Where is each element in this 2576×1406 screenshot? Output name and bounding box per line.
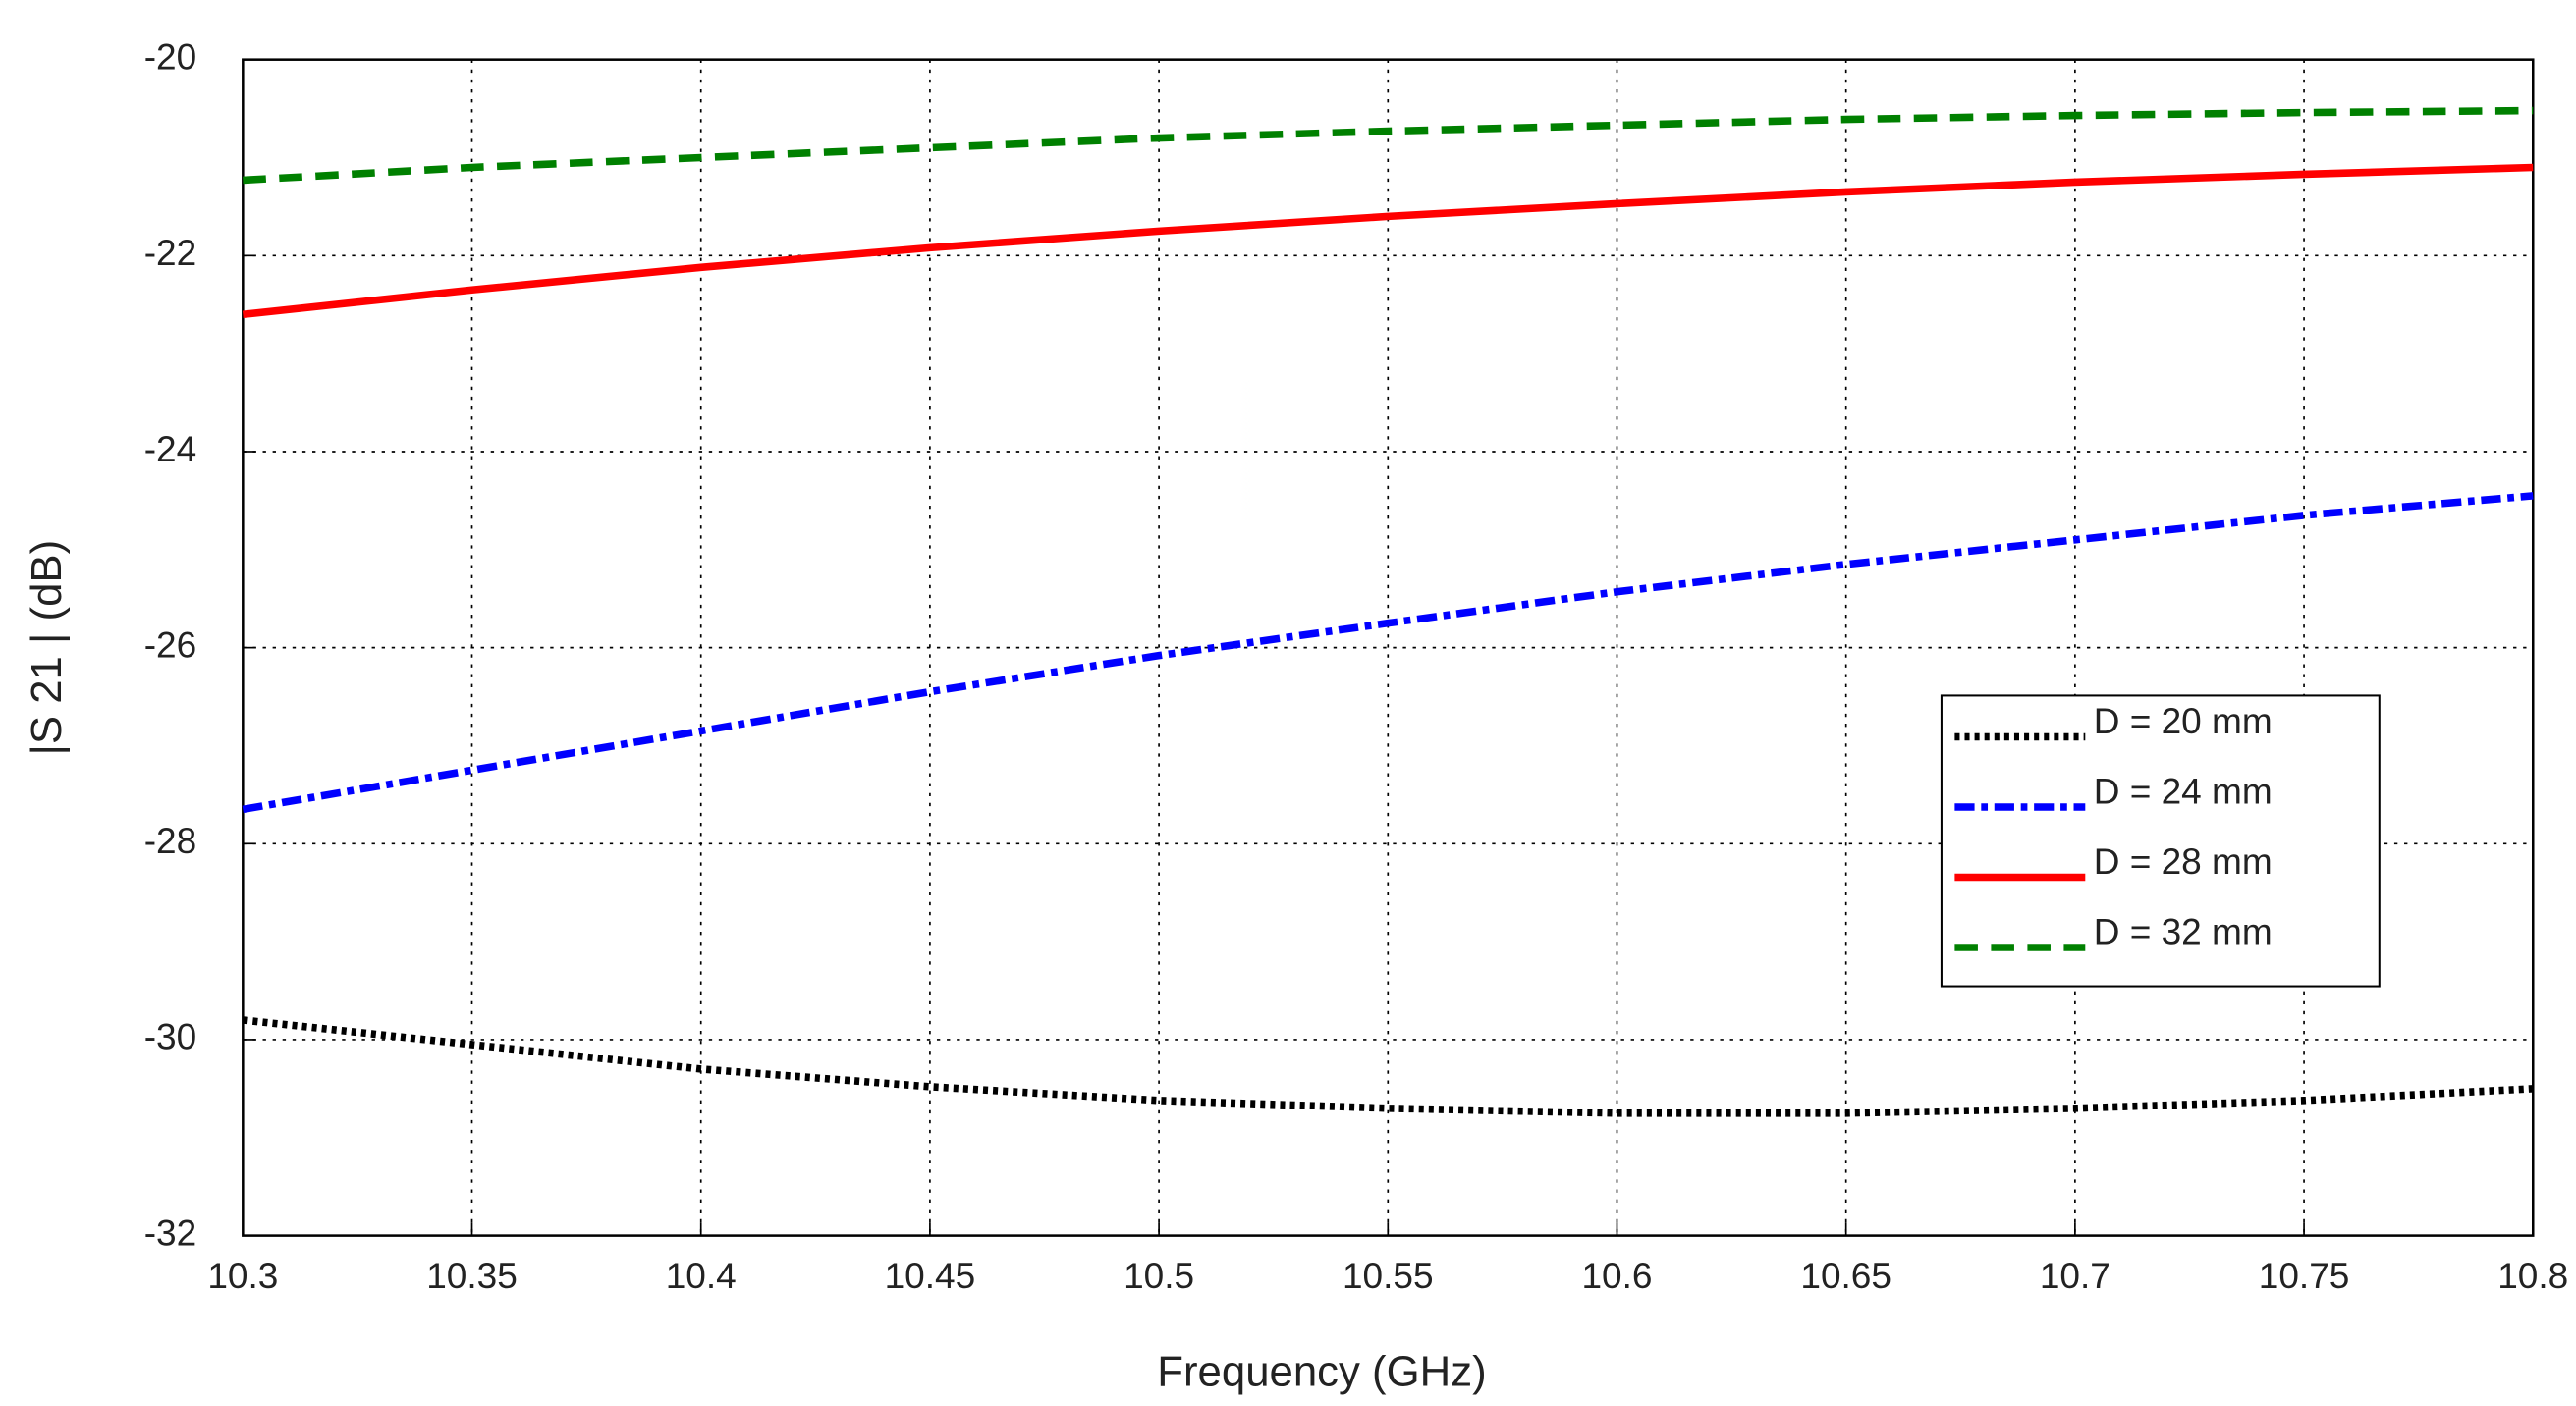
x-tick-label: 10.7	[2040, 1255, 2110, 1296]
legend-label: D = 24 mm	[2094, 770, 2273, 811]
x-tick-label: 10.4	[666, 1255, 737, 1296]
y-tick-label: -22	[144, 232, 196, 273]
y-tick-label: -32	[144, 1212, 196, 1253]
y-tick-label: -24	[144, 428, 196, 469]
x-tick-label: 10.6	[1581, 1255, 1652, 1296]
legend-box	[1940, 694, 2381, 988]
y-tick-label: -30	[144, 1016, 196, 1057]
x-tick-label: 10.65	[1800, 1255, 1891, 1296]
legend-label: D = 32 mm	[2094, 910, 2273, 951]
y-tick-label: -20	[144, 35, 196, 77]
y-axis-label: |S 21 | (dB)	[23, 540, 71, 756]
legend-label: D = 20 mm	[2094, 700, 2273, 741]
x-tick-label: 10.35	[426, 1255, 518, 1296]
x-tick-label: 10.75	[2259, 1255, 2350, 1296]
y-tick-label: -26	[144, 623, 196, 665]
x-tick-label: 10.45	[885, 1255, 976, 1296]
series-line	[242, 492, 2534, 814]
x-tick-label: 10.3	[207, 1255, 278, 1296]
legend-label: D = 28 mm	[2094, 840, 2273, 882]
plot-frame	[242, 58, 2535, 1237]
x-tick-label: 10.5	[1124, 1255, 1194, 1296]
series-line	[242, 163, 2534, 318]
y-tick-label: -28	[144, 820, 196, 861]
x-axis-label: Frequency (GHz)	[1157, 1347, 1486, 1395]
x-tick-label: 10.8	[2497, 1255, 2568, 1296]
series-line	[243, 106, 2534, 185]
x-tick-label: 10.55	[1343, 1255, 1434, 1296]
